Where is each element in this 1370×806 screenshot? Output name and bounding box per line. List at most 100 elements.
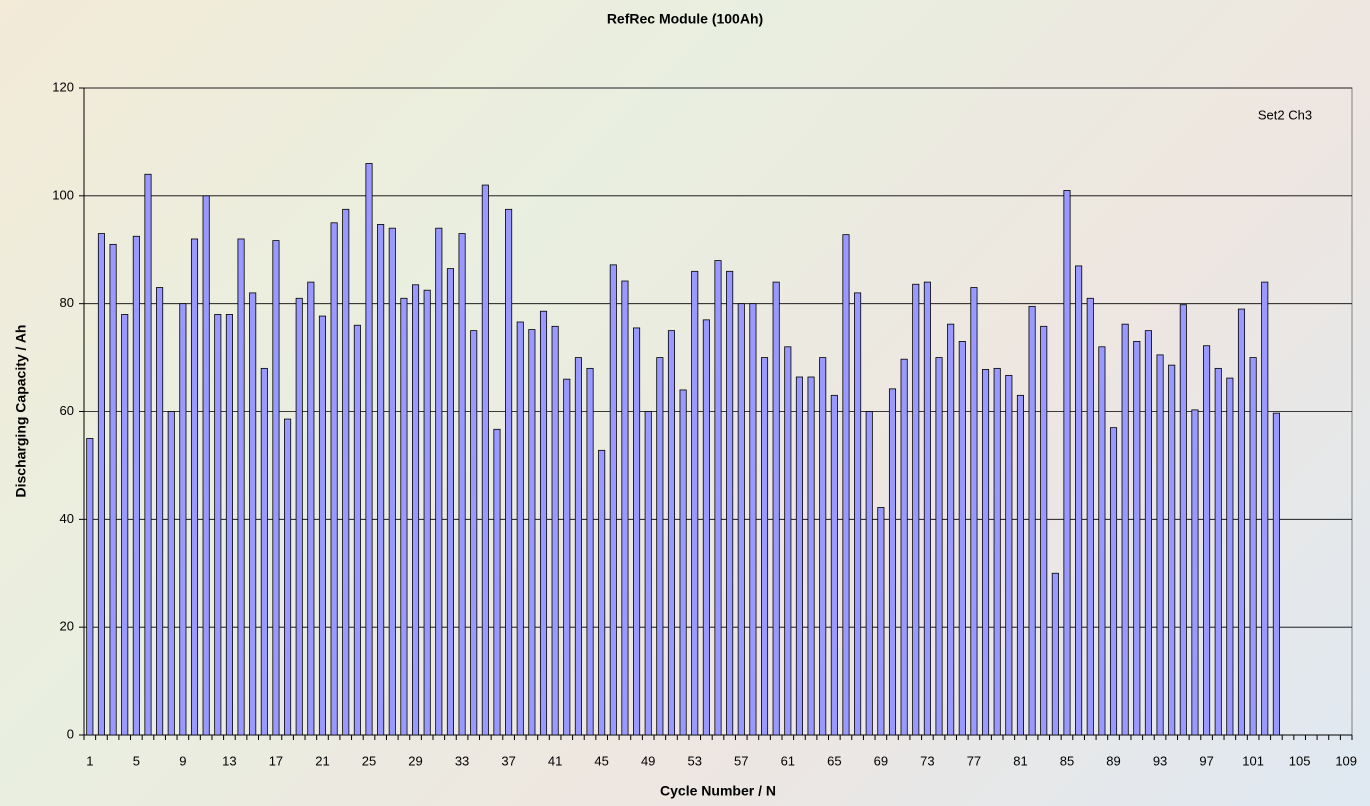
bar (657, 358, 663, 735)
bar (820, 358, 826, 735)
bar (633, 328, 639, 735)
bar (1006, 375, 1012, 735)
bar (622, 281, 628, 735)
bar (982, 369, 988, 735)
bar (854, 293, 860, 735)
bar (482, 185, 488, 735)
bar (680, 390, 686, 735)
bar (168, 412, 174, 736)
bar (692, 271, 698, 735)
x-tick-label: 61 (781, 753, 795, 768)
bar (1273, 413, 1279, 735)
bar (87, 438, 93, 735)
bar (354, 325, 360, 735)
bar (773, 282, 779, 735)
bar (913, 284, 919, 735)
bar (1075, 266, 1081, 735)
bar (284, 419, 290, 735)
x-tick-label: 13 (222, 753, 236, 768)
x-tick-label: 5 (133, 753, 140, 768)
bar (715, 261, 721, 735)
bar (145, 174, 151, 735)
bar (505, 209, 511, 735)
bar (959, 341, 965, 735)
bar (215, 314, 221, 735)
x-tick-label: 57 (734, 753, 748, 768)
x-tick-label: 69 (874, 753, 888, 768)
bar (599, 450, 605, 735)
bar (1017, 395, 1023, 735)
x-tick-label: 97 (1199, 753, 1213, 768)
bar (226, 314, 232, 735)
bar (110, 244, 116, 735)
bar (412, 285, 418, 735)
bar (191, 239, 197, 735)
x-tick-label: 105 (1289, 753, 1311, 768)
bar (1029, 306, 1035, 735)
bar (203, 196, 209, 735)
bar (1215, 368, 1221, 735)
bar (389, 228, 395, 735)
x-tick-label: 85 (1060, 753, 1074, 768)
x-tick-label: 45 (594, 753, 608, 768)
bar (331, 223, 337, 735)
bar (494, 429, 500, 735)
bar (122, 314, 128, 735)
x-tick-label: 33 (455, 753, 469, 768)
bar (971, 287, 977, 735)
x-tick-label: 53 (687, 753, 701, 768)
y-tick-label: 20 (60, 619, 74, 634)
x-tick-label: 9 (179, 753, 186, 768)
bar (436, 228, 442, 735)
bar (924, 282, 930, 735)
bar (761, 358, 767, 735)
bar (1238, 309, 1244, 735)
bar (296, 298, 302, 735)
bar (1262, 282, 1268, 735)
bar (1145, 331, 1151, 735)
bar (1227, 378, 1233, 735)
bar (1041, 326, 1047, 735)
bar (796, 377, 802, 735)
x-tick-label: 17 (269, 753, 283, 768)
x-tick-label: 25 (362, 753, 376, 768)
x-axis-title: Cycle Number / N (660, 783, 776, 799)
y-axis-title: Discharging Capacity / Ah (13, 325, 29, 498)
bar (459, 234, 465, 735)
y-tick-label: 60 (60, 403, 74, 418)
x-tick-label: 101 (1242, 753, 1264, 768)
bar (703, 320, 709, 735)
bar (575, 358, 581, 735)
x-tick-label: 37 (501, 753, 515, 768)
y-tick-label: 0 (67, 726, 74, 741)
x-tick-label: 109 (1335, 753, 1357, 768)
annotation: Set2 Ch3 (1258, 107, 1312, 122)
chart: RefRec Module (100Ah) Set2 Ch3 Cycle Num… (0, 0, 1370, 806)
bar (98, 234, 104, 735)
y-tick-label: 40 (60, 511, 74, 526)
x-tick-label: 77 (967, 753, 981, 768)
bar (1180, 305, 1186, 735)
y-tick-label: 80 (60, 295, 74, 310)
bar (1157, 355, 1163, 735)
bar (1169, 365, 1175, 735)
bar (1134, 341, 1140, 735)
bar (785, 347, 791, 735)
bar (564, 379, 570, 735)
bar (587, 368, 593, 735)
bar (1250, 358, 1256, 735)
x-tick-label: 29 (408, 753, 422, 768)
x-tick-label: 65 (827, 753, 841, 768)
bar (424, 290, 430, 735)
bar (529, 330, 535, 735)
bar (273, 241, 279, 735)
bar (831, 395, 837, 735)
bar (238, 239, 244, 735)
y-tick-label: 120 (52, 79, 74, 94)
bar (308, 282, 314, 735)
bar (180, 304, 186, 735)
bar (1052, 573, 1058, 735)
bar (948, 324, 954, 735)
x-tick-label: 41 (548, 753, 562, 768)
bar (250, 293, 256, 735)
